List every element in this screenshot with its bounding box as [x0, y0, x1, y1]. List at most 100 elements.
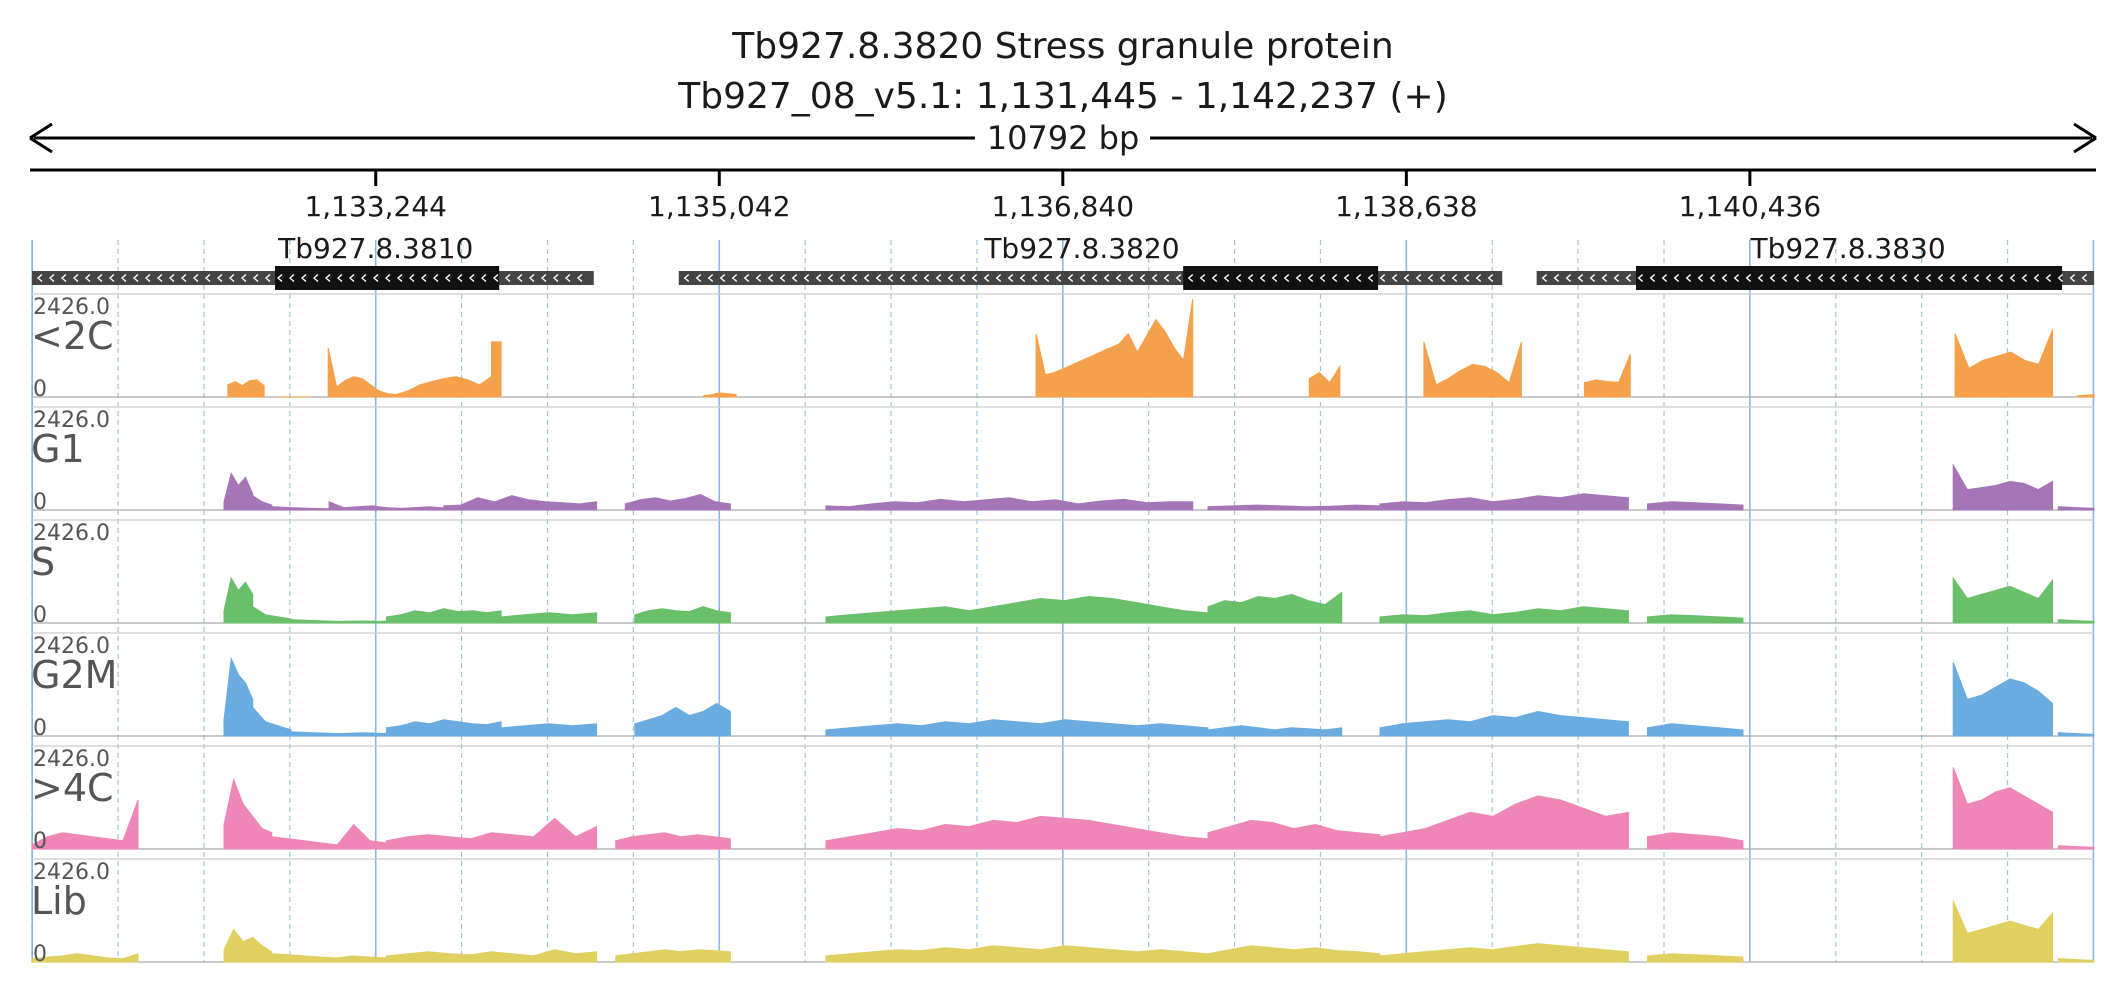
coverage-area	[825, 595, 1209, 624]
x-tick-label: 1,140,436	[1679, 190, 1822, 223]
gene-cds	[275, 266, 500, 290]
track-name: Lib	[31, 879, 87, 923]
y-max-label: 2426.0	[33, 747, 110, 772]
track-name: G1	[31, 427, 85, 471]
coverage-area	[327, 347, 397, 398]
y-min-label: 0	[33, 490, 47, 515]
coverage-area	[385, 817, 598, 850]
coverage-area	[1646, 723, 1744, 737]
coverage-area	[328, 501, 445, 511]
right-arrow-icon	[2073, 122, 2097, 154]
coverage-area	[490, 341, 502, 398]
coverage-area	[624, 493, 731, 511]
gene-model: Tb927.8.3810	[32, 232, 594, 290]
gene-label: Tb927.8.3810	[277, 232, 473, 265]
x-tick-label: 1,138,638	[1335, 190, 1478, 223]
coverage-area	[227, 379, 265, 398]
y-min-label: 0	[33, 603, 47, 628]
coverage-area	[1035, 299, 1194, 398]
y-max-label: 2426.0	[33, 634, 110, 659]
y-max-label: 2426.0	[33, 860, 110, 885]
coverage-area	[223, 471, 254, 511]
coverage-area	[1954, 329, 2054, 398]
coverage-area	[1952, 662, 2054, 737]
y-min-label: 0	[33, 716, 47, 741]
gene-model: Tb927.8.3830	[1536, 232, 2094, 290]
coverage-area	[2057, 958, 2095, 963]
y-max-label: 2426.0	[33, 521, 110, 546]
y-max-label: 2426.0	[33, 295, 110, 320]
coverage-area	[290, 619, 387, 624]
coverage-area	[1379, 493, 1629, 511]
y-max-label: 2426.0	[33, 408, 110, 433]
coverage-area	[1952, 900, 2054, 963]
coverage-area	[1379, 606, 1629, 624]
left-arrow-icon	[29, 122, 53, 154]
track-5: 2426.0>4C 0	[31, 745, 2095, 854]
gene-models: Tb927.8.3810 Tb927.8.3820 Tb927.8.3830	[32, 232, 2094, 290]
track-name: >4C	[31, 766, 114, 810]
coverage-area	[2057, 845, 2095, 850]
coverage-area	[1646, 832, 1744, 850]
span-label: 10792 bp	[987, 119, 1140, 157]
coverage-area	[223, 777, 273, 850]
coverage-area	[290, 731, 387, 737]
coverage-area	[703, 392, 737, 398]
coverage-area	[1207, 725, 1343, 737]
gene-title: Tb927.8.3820 Stress granule protein	[731, 26, 1393, 67]
coverage-area	[2057, 732, 2095, 737]
y-min-label: 0	[33, 377, 47, 402]
coverage-tracks: 2426.0<2C02426.0G102426.0S02426.0G2M0242…	[31, 293, 2095, 967]
x-tick-label: 1,133,244	[304, 190, 447, 223]
coverage-area	[1646, 501, 1744, 511]
track-name: G2M	[31, 653, 117, 697]
coverage-area	[1423, 341, 1522, 398]
coverage-area	[615, 949, 731, 963]
coverage-area	[1952, 767, 2054, 850]
coverage-area	[1207, 591, 1343, 624]
x-tick-label: 1,135,042	[648, 190, 791, 223]
coverage-area	[825, 719, 1209, 737]
coverage-area	[825, 497, 1194, 511]
coverage-area	[1952, 576, 2054, 624]
coverage-area	[1207, 819, 1381, 850]
x-tick-label: 1,136,840	[992, 190, 1135, 223]
coverage-area	[395, 375, 493, 398]
coverage-area	[634, 702, 731, 737]
coverage-area	[2076, 394, 2095, 398]
coverage-area	[1207, 945, 1381, 963]
coverage-area	[271, 506, 330, 511]
coverage-area	[1646, 953, 1744, 963]
coverage-area	[1646, 614, 1744, 624]
strand-chevrons-icon	[36, 273, 583, 283]
gene-label: Tb927.8.3820	[983, 232, 1179, 265]
track-1: 2426.0<2C 0	[31, 293, 2095, 402]
track-3: 2426.0S 0	[31, 519, 2095, 628]
track-name: S	[31, 540, 55, 584]
coverage-area	[223, 576, 254, 624]
locus-title: Tb927_08_v5.1: 1,131,445 - 1,142,237 (+)	[677, 76, 1448, 117]
strand-chevrons-icon	[1541, 273, 2088, 283]
coverage-area	[252, 494, 273, 511]
coverage-area	[252, 605, 292, 624]
coverage-area	[443, 495, 598, 511]
coverage-area	[634, 606, 731, 624]
span-ruler: 10792 bp	[29, 119, 2097, 157]
gene-utr	[678, 271, 1503, 285]
coverage-area	[271, 823, 387, 850]
coverage-area	[223, 928, 273, 963]
coverage-area	[1379, 943, 1629, 963]
coverage-area	[385, 719, 502, 737]
coverage-area	[2057, 506, 2095, 511]
coverage-area	[271, 953, 387, 963]
track-2: 2426.0G1 0	[31, 406, 2095, 515]
coverage-area	[1207, 504, 1381, 511]
y-min-label: 0	[33, 829, 47, 854]
coverage-area	[1308, 364, 1341, 398]
coverage-area	[825, 815, 1209, 850]
gene-cds	[1636, 266, 2063, 290]
strand-chevrons-icon	[683, 273, 1494, 283]
